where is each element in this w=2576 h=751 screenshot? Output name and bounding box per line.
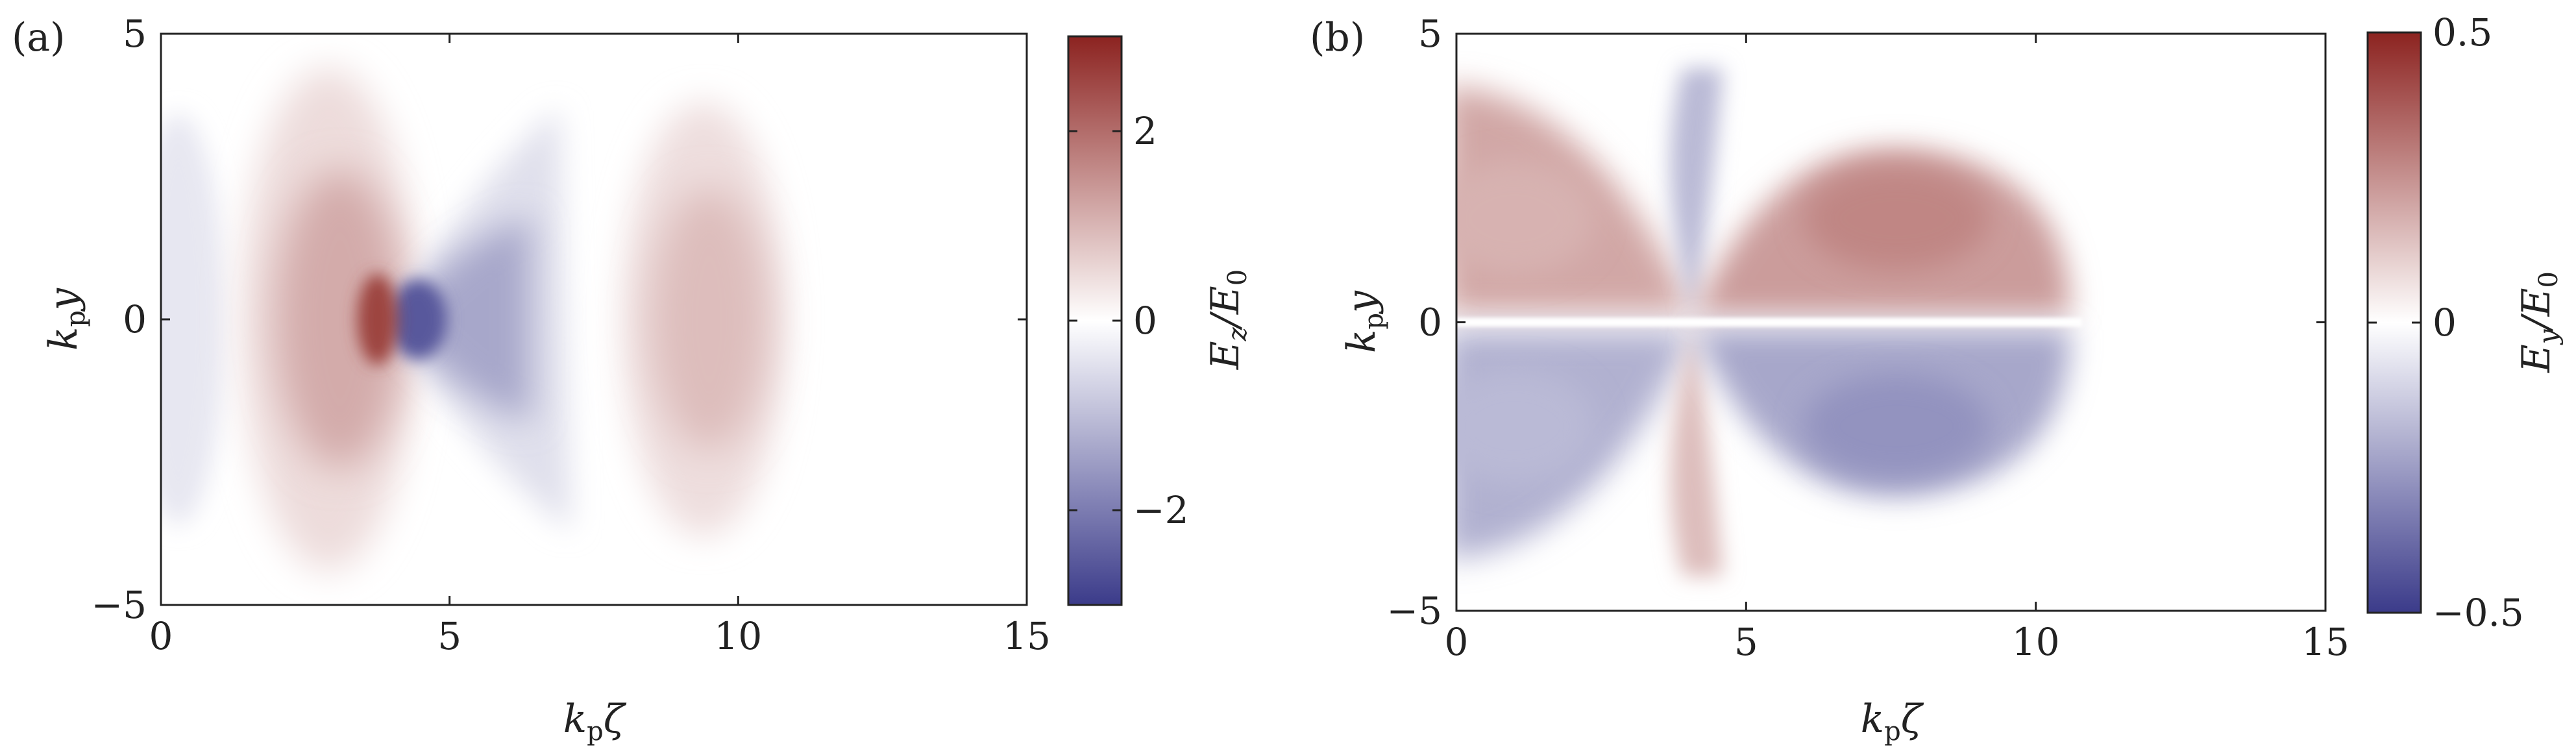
panel-a-field-lobe <box>389 279 447 360</box>
panel-b-colorbar-label: Ey/E0 <box>2514 271 2564 373</box>
panel-b-field-lobe <box>1456 368 1596 484</box>
panel-b-field-lobe <box>1804 166 1990 271</box>
panel-b-label: (b) <box>1310 15 1365 60</box>
panel-b-colorbar-tick-label: −0.5 <box>2433 591 2524 635</box>
panel-b-field-zero-band <box>1456 317 2083 327</box>
panel-b-colorbar-ticks: −0.5 0 0.5 <box>2368 10 2524 635</box>
panel-b-colorbar-tick-label: 0 <box>2433 301 2457 345</box>
panel-b-x-tick-label: 0 <box>1445 620 1469 664</box>
panel-b: (b) 0 5 10 15 −505 kpζ kpy −0.500.5 Ey/E0 <box>1310 10 2564 746</box>
panel-a-y-tick-label: −5 <box>92 583 147 627</box>
panel-a-plot-area <box>160 32 1028 606</box>
panel-a-colorbar-ticks: −2 0 2 <box>1068 109 1189 532</box>
panel-a-colorbar-label: Ez/E0 <box>1203 269 1253 370</box>
panel-b-y-tick-label: 5 <box>1418 12 1442 56</box>
panel-b-field-lobe <box>1670 328 1723 576</box>
panel-b-y-label: kpy <box>1339 290 1389 353</box>
panel-a-x-tick-label: 0 <box>149 614 173 658</box>
panel-a-heatmap <box>161 34 1027 605</box>
panel-a-x-ticks: 0 5 10 15 <box>149 34 1051 658</box>
panel-b-x-ticks: 0 5 10 15 <box>1445 34 2349 664</box>
panel-b-x-tick-label: 10 <box>2012 620 2060 664</box>
panel-a-x-tick-label: 10 <box>714 614 762 658</box>
panel-b-x-label: kpζ <box>1861 696 1924 746</box>
panel-b-heatmap <box>1456 34 2325 611</box>
panel-b-y-tick-label: 0 <box>1418 301 1442 345</box>
panel-a-label: (a) <box>12 15 66 60</box>
panel-b-y-ticks: −5 0 5 <box>1387 12 2325 633</box>
panel-b-field-lobe <box>1804 374 1990 478</box>
panel-a-y-ticks: −5 0 5 <box>92 12 1027 627</box>
panel-a-field-lobe <box>357 273 398 365</box>
panel-a-x-tick-label: 5 <box>437 614 461 658</box>
panel-a-colorbar: −2 0 2 Ez/E0 <box>1067 35 1253 606</box>
panel-b-plot-area <box>1455 32 2327 612</box>
panel-a-y-tick-label: 0 <box>123 297 147 341</box>
panel-a-colorbar-tick-label: 0 <box>1133 299 1157 343</box>
panel-b-field-lobe <box>1670 68 1723 317</box>
panel-a-x-label: kpζ <box>563 696 627 746</box>
panel-a-field-lobe <box>397 216 531 423</box>
panel-b-x-tick-label: 15 <box>2301 620 2349 664</box>
panel-b-x-tick-label: 5 <box>1734 620 1758 664</box>
panel-a-x-tick-label: 15 <box>1003 614 1051 658</box>
panel-b-colorbar-tick-label: 0.5 <box>2433 10 2492 55</box>
panel-a-y-label: kpy <box>41 288 91 351</box>
panel-a: (a) 0 5 10 15 −505 kpζ kpy −202 Ez/E0 <box>12 12 1253 746</box>
panel-a-field-lobe <box>651 188 767 451</box>
panel-b-field-lobe <box>1456 160 1596 277</box>
panel-b-colorbar: −0.5 0 0.5 Ey/E0 <box>2366 10 2564 635</box>
panel-a-field-lobe <box>276 171 404 468</box>
panel-a-colorbar-tick-label: 2 <box>1133 109 1157 153</box>
panel-b-y-tick-label: −5 <box>1387 589 1443 633</box>
panel-a-field-lobe <box>161 114 225 525</box>
panel-a-colorbar-tick-label: −2 <box>1133 488 1189 532</box>
panel-a-y-tick-label: 5 <box>123 12 147 56</box>
